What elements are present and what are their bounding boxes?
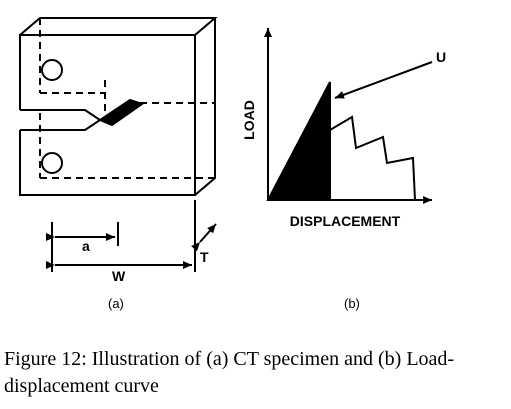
notch: [20, 109, 102, 131]
side-face: [194, 18, 216, 196]
caption: Figure 12: Illustration of (a) CT specim…: [4, 348, 454, 370]
dim-label: T: [200, 249, 209, 265]
subfigure-label: (a): [108, 296, 124, 311]
crack: [97, 98, 145, 127]
pointer-arrow: [334, 61, 433, 99]
dim-label: a: [82, 238, 90, 254]
load-displacement: U LOAD DISPLACEMENT (b): [241, 28, 446, 311]
subfigure-label: (b): [344, 296, 360, 311]
axis-label: DISPLACEMENT: [290, 213, 401, 229]
dim-label: W: [112, 268, 126, 284]
front-face: [19, 34, 196, 196]
ct-specimen: a W T (a): [19, 17, 218, 311]
axis-label: LOAD: [241, 100, 257, 140]
pin-hole: [41, 152, 63, 174]
energy-area: [266, 81, 331, 201]
caption: displacement curve: [4, 375, 159, 397]
dim-arrow: [191, 223, 217, 252]
curve-label: U: [436, 49, 446, 65]
top-face: [19, 17, 218, 36]
sawtooth: [329, 115, 416, 201]
pin-hole: [41, 59, 63, 81]
